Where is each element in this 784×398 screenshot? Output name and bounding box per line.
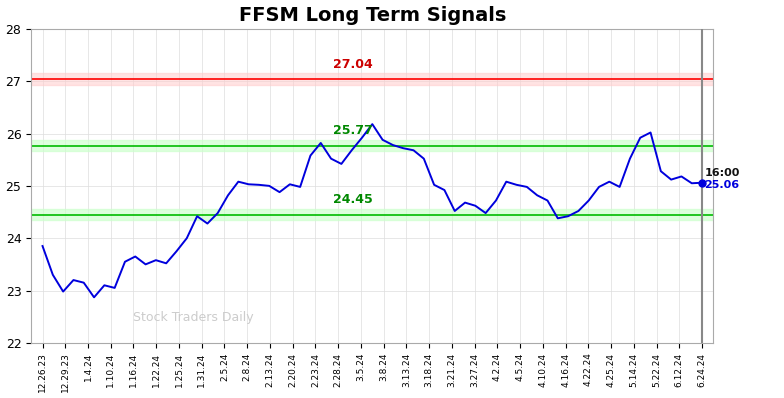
Bar	[31, 209, 713, 220]
Bar	[31, 73, 713, 86]
Text: Stock Traders Daily: Stock Traders Daily	[133, 311, 254, 324]
Text: 16:00: 16:00	[704, 168, 740, 178]
Title: FFSM Long Term Signals: FFSM Long Term Signals	[238, 6, 506, 25]
Text: 24.45: 24.45	[332, 193, 372, 206]
Text: 25.77: 25.77	[332, 124, 372, 137]
Text: 27.04: 27.04	[332, 58, 372, 70]
Text: 25.06: 25.06	[704, 180, 739, 190]
Bar	[31, 140, 713, 151]
